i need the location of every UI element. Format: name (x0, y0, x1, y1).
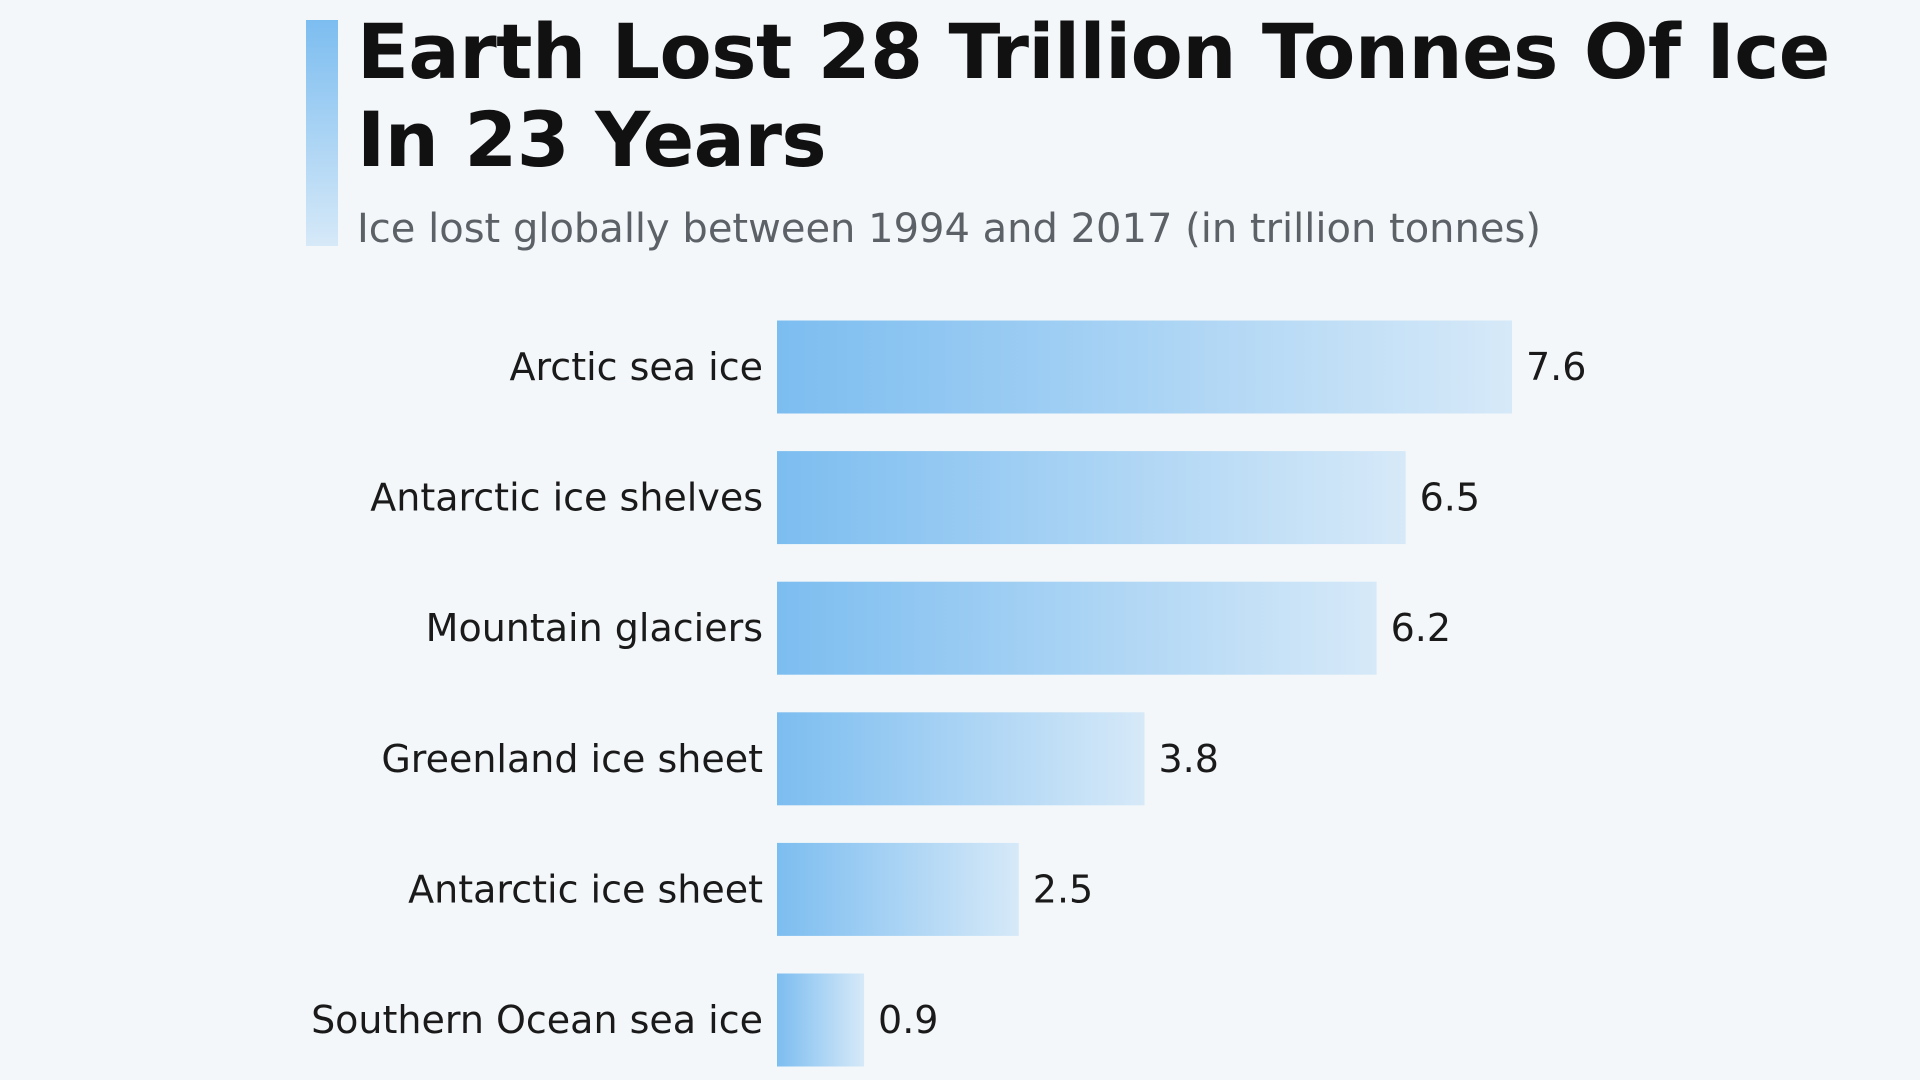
value-label: 2.5 (1033, 867, 1093, 911)
value-label: 6.2 (1391, 606, 1451, 650)
bar (777, 581, 1377, 675)
category-label: Southern Ocean sea ice (311, 998, 763, 1042)
bar (777, 973, 865, 1067)
bar (777, 842, 1019, 936)
value-label: 3.8 (1159, 737, 1219, 781)
category-label: Antarctic ice shelves (370, 476, 763, 520)
value-label: 6.5 (1420, 476, 1480, 520)
bar-group: Arctic sea ice 7.6 (510, 320, 1586, 414)
bar-group: Antarctic ice sheet 2.5 (408, 842, 1093, 936)
value-label: 7.6 (1526, 345, 1586, 389)
bar (777, 320, 1512, 414)
bar-group: Greenland ice sheet 3.8 (381, 712, 1219, 806)
bar (777, 451, 1406, 545)
chart-title: Earth Lost 28 Trillion Tonnes Of Ice In … (357, 7, 1830, 184)
chart-subtitle: Ice lost globally between 1994 and 2017 … (357, 206, 1541, 252)
value-label: 0.9 (878, 998, 938, 1042)
category-label: Antarctic ice sheet (408, 867, 763, 911)
bar-group: Southern Ocean sea ice 0.9 (311, 973, 938, 1067)
title-accent-bar (306, 20, 338, 246)
category-label: Arctic sea ice (510, 345, 763, 389)
bar-group: Mountain glaciers 6.2 (426, 581, 1451, 675)
bar-group: Antarctic ice shelves 6.5 (370, 451, 1480, 545)
bar (777, 712, 1145, 806)
category-label: Greenland ice sheet (381, 737, 763, 781)
category-label: Mountain glaciers (426, 606, 763, 650)
